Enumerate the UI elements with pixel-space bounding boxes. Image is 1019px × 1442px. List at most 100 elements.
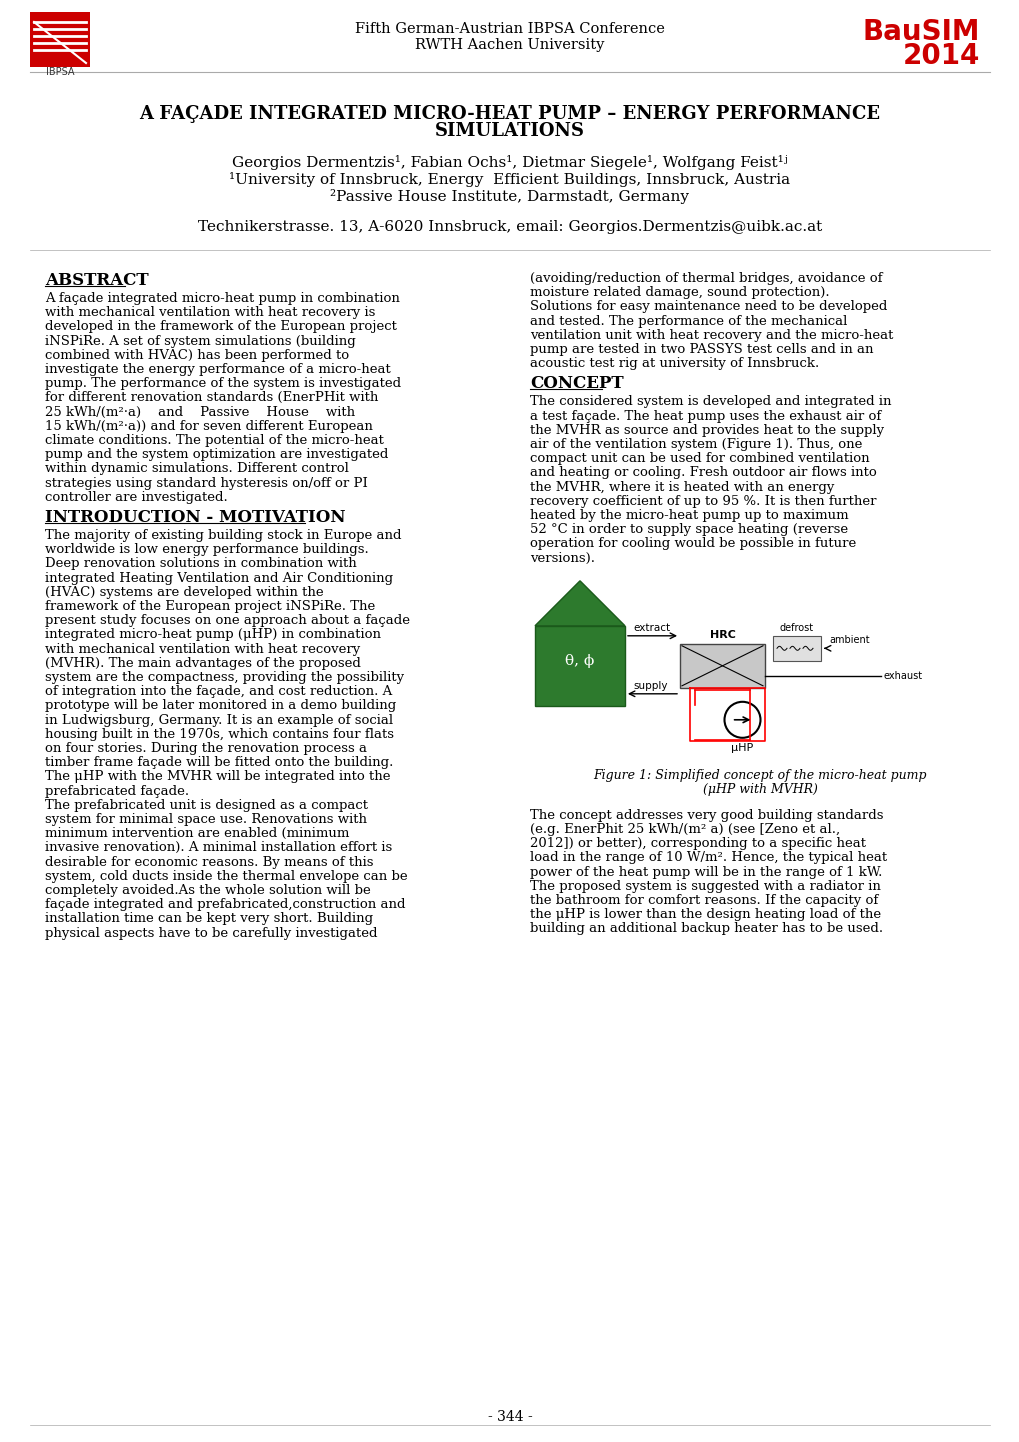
Text: the MVHR as source and provides heat to the supply: the MVHR as source and provides heat to … (530, 424, 883, 437)
Text: pump are tested in two PASSYS test cells and in an: pump are tested in two PASSYS test cells… (530, 343, 872, 356)
Text: RWTH Aachen University: RWTH Aachen University (415, 37, 604, 52)
Polygon shape (535, 581, 625, 626)
Text: (avoiding/reduction of thermal bridges, avoidance of: (avoiding/reduction of thermal bridges, … (530, 273, 881, 286)
Text: and heating or cooling. Fresh outdoor air flows into: and heating or cooling. Fresh outdoor ai… (530, 466, 876, 479)
Text: supply: supply (633, 681, 666, 691)
Text: IBPSA: IBPSA (46, 66, 74, 76)
Text: investigate the energy performance of a micro-heat: investigate the energy performance of a … (45, 363, 390, 376)
Text: acoustic test rig at university of Innsbruck.: acoustic test rig at university of Innsb… (530, 358, 818, 371)
Text: system are the compactness, providing the possibility: system are the compactness, providing th… (45, 671, 404, 684)
Text: defrost: defrost (780, 623, 813, 633)
Text: framework of the European project iNSPiRe. The: framework of the European project iNSPiR… (45, 600, 375, 613)
Text: iNSPiRe. A set of system simulations (building: iNSPiRe. A set of system simulations (bu… (45, 335, 356, 348)
Text: operation for cooling would be possible in future: operation for cooling would be possible … (530, 538, 855, 551)
Text: θ, ϕ: θ, ϕ (565, 653, 594, 668)
Text: Fifth German-Austrian IBPSA Conference: Fifth German-Austrian IBPSA Conference (355, 22, 664, 36)
Text: for different renovation standards (EnerPHit with: for different renovation standards (Ener… (45, 391, 378, 404)
Text: μHP: μHP (731, 743, 753, 753)
Text: (MVHR). The main advantages of the proposed: (MVHR). The main advantages of the propo… (45, 656, 361, 669)
Text: invasive renovation). A minimal installation effort is: invasive renovation). A minimal installa… (45, 841, 392, 855)
Text: minimum intervention are enabled (minimum: minimum intervention are enabled (minimu… (45, 828, 350, 841)
Text: within dynamic simulations. Different control: within dynamic simulations. Different co… (45, 463, 348, 476)
Text: - 344 -: - 344 - (487, 1410, 532, 1425)
Text: with mechanical ventilation with heat recovery is: with mechanical ventilation with heat re… (45, 306, 375, 319)
Text: (e.g. EnerPhit 25 kWh/(m² a) (see [Zeno et al.,: (e.g. EnerPhit 25 kWh/(m² a) (see [Zeno … (530, 823, 840, 836)
Text: BauSIM: BauSIM (862, 17, 979, 46)
Text: the μHP is lower than the design heating load of the: the μHP is lower than the design heating… (530, 908, 880, 921)
Text: building an additional backup heater has to be used.: building an additional backup heater has… (530, 923, 882, 936)
Text: The proposed system is suggested with a radiator in: The proposed system is suggested with a … (530, 880, 880, 893)
Text: 52 °C in order to supply space heating (reverse: 52 °C in order to supply space heating (… (530, 523, 847, 536)
Text: the MVHR, where it is heated with an energy: the MVHR, where it is heated with an ene… (530, 480, 834, 493)
Text: housing built in the 1970s, which contains four flats: housing built in the 1970s, which contai… (45, 728, 393, 741)
Text: Solutions for easy maintenance need to be developed: Solutions for easy maintenance need to b… (530, 300, 887, 313)
Text: pump and the system optimization are investigated: pump and the system optimization are inv… (45, 448, 388, 461)
Text: combined with HVAC) has been performed to: combined with HVAC) has been performed t… (45, 349, 348, 362)
Text: ambient: ambient (828, 636, 869, 646)
Text: of integration into the façade, and cost reduction. A: of integration into the façade, and cost… (45, 685, 392, 698)
Text: developed in the framework of the European project: developed in the framework of the Europe… (45, 320, 396, 333)
Text: in Ludwigsburg, Germany. It is an example of social: in Ludwigsburg, Germany. It is an exampl… (45, 714, 392, 727)
Text: SIMULATIONS: SIMULATIONS (434, 123, 585, 140)
Text: moisture related damage, sound protection).: moisture related damage, sound protectio… (530, 286, 828, 298)
Text: extract: extract (633, 623, 669, 633)
Text: and tested. The performance of the mechanical: and tested. The performance of the mecha… (530, 314, 847, 327)
Text: 2012]) or better), corresponding to a specific heat: 2012]) or better), corresponding to a sp… (530, 838, 865, 851)
Text: Figure 1: Simplified concept of the micro-heat pump: Figure 1: Simplified concept of the micr… (593, 769, 926, 782)
Text: The majority of existing building stock in Europe and: The majority of existing building stock … (45, 529, 401, 542)
Text: ventilation unit with heat recovery and the micro-heat: ventilation unit with heat recovery and … (530, 329, 893, 342)
Text: A façade integrated micro-heat pump in combination: A façade integrated micro-heat pump in c… (45, 291, 399, 306)
Text: HRC: HRC (709, 630, 735, 640)
Text: façade integrated and prefabricated,construction and: façade integrated and prefabricated,cons… (45, 898, 406, 911)
FancyBboxPatch shape (30, 12, 90, 66)
Text: power of the heat pump will be in the range of 1 kW.: power of the heat pump will be in the ra… (530, 865, 881, 878)
Text: desirable for economic reasons. By means of this: desirable for economic reasons. By means… (45, 855, 373, 868)
Text: INTRODUCTION - MOTIVATION: INTRODUCTION - MOTIVATION (45, 509, 345, 526)
Text: worldwide is low energy performance buildings.: worldwide is low energy performance buil… (45, 544, 369, 557)
Text: 25 kWh/(m²·a)    and    Passive    House    with: 25 kWh/(m²·a) and Passive House with (45, 405, 355, 418)
Text: 2014: 2014 (902, 42, 979, 71)
Text: present study focuses on one approach about a façade: present study focuses on one approach ab… (45, 614, 410, 627)
Text: timber frame façade will be fitted onto the building.: timber frame façade will be fitted onto … (45, 756, 393, 769)
Text: exhaust: exhaust (883, 671, 922, 681)
Text: heated by the micro-heat pump up to maximum: heated by the micro-heat pump up to maxi… (530, 509, 848, 522)
Text: (μHP with MVHR): (μHP with MVHR) (702, 783, 816, 796)
Text: on four stories. During the renovation process a: on four stories. During the renovation p… (45, 743, 367, 756)
Text: pump. The performance of the system is investigated: pump. The performance of the system is i… (45, 378, 400, 391)
Text: Technikerstrasse. 13, A-6020 Innsbruck, email: Georgios.Dermentzis@uibk.ac.at: Technikerstrasse. 13, A-6020 Innsbruck, … (198, 221, 821, 234)
Text: recovery coefficient of up to 95 %. It is then further: recovery coefficient of up to 95 %. It i… (530, 495, 875, 508)
Text: ¹University of Innsbruck, Energy  Efficient Buildings, Innsbruck, Austria: ¹University of Innsbruck, Energy Efficie… (229, 172, 790, 187)
Text: integrated Heating Ventilation and Air Conditioning: integrated Heating Ventilation and Air C… (45, 571, 392, 584)
Text: A FAÇADE INTEGRATED MICRO-HEAT PUMP – ENERGY PERFORMANCE: A FAÇADE INTEGRATED MICRO-HEAT PUMP – EN… (140, 105, 879, 123)
Text: system for minimal space use. Renovations with: system for minimal space use. Renovation… (45, 813, 367, 826)
Text: integrated micro-heat pump (μHP) in combination: integrated micro-heat pump (μHP) in comb… (45, 629, 381, 642)
Text: 15 kWh/(m²·a)) and for seven different European: 15 kWh/(m²·a)) and for seven different E… (45, 420, 373, 433)
Text: The concept addresses very good building standards: The concept addresses very good building… (530, 809, 882, 822)
Text: the bathroom for comfort reasons. If the capacity of: the bathroom for comfort reasons. If the… (530, 894, 877, 907)
Text: strategies using standard hysteresis on/off or PI: strategies using standard hysteresis on/… (45, 477, 368, 490)
Text: compact unit can be used for combined ventilation: compact unit can be used for combined ve… (530, 453, 869, 466)
Text: ²Passive House Institute, Darmstadt, Germany: ²Passive House Institute, Darmstadt, Ger… (330, 189, 689, 203)
Text: controller are investigated.: controller are investigated. (45, 490, 227, 503)
Text: prototype will be later monitored in a demo building: prototype will be later monitored in a d… (45, 699, 395, 712)
Text: ABSTRACT: ABSTRACT (45, 273, 149, 288)
Text: load in the range of 10 W/m². Hence, the typical heat: load in the range of 10 W/m². Hence, the… (530, 851, 887, 864)
Text: climate conditions. The potential of the micro-heat: climate conditions. The potential of the… (45, 434, 383, 447)
Text: physical aspects have to be carefully investigated: physical aspects have to be carefully in… (45, 927, 377, 940)
Text: a test façade. The heat pump uses the exhaust air of: a test façade. The heat pump uses the ex… (530, 410, 880, 423)
Text: completely avoided.As the whole solution will be: completely avoided.As the whole solution… (45, 884, 370, 897)
Text: installation time can be kept very short. Building: installation time can be kept very short… (45, 913, 373, 926)
Text: air of the ventilation system (Figure 1). Thus, one: air of the ventilation system (Figure 1)… (530, 438, 861, 451)
Text: CONCEPT: CONCEPT (530, 375, 623, 392)
Text: The prefabricated unit is designed as a compact: The prefabricated unit is designed as a … (45, 799, 368, 812)
Text: Deep renovation solutions in combination with: Deep renovation solutions in combination… (45, 558, 357, 571)
Text: The considered system is developed and integrated in: The considered system is developed and i… (530, 395, 891, 408)
Text: (HVAC) systems are developed within the: (HVAC) systems are developed within the (45, 585, 323, 598)
Text: with mechanical ventilation with heat recovery: with mechanical ventilation with heat re… (45, 643, 360, 656)
Text: Georgios Dermentzis¹, Fabian Ochs¹, Dietmar Siegele¹, Wolfgang Feist¹ʲ: Georgios Dermentzis¹, Fabian Ochs¹, Diet… (232, 154, 787, 170)
FancyBboxPatch shape (535, 626, 625, 705)
FancyBboxPatch shape (680, 643, 764, 688)
Text: system, cold ducts inside the thermal envelope can be: system, cold ducts inside the thermal en… (45, 870, 408, 883)
Text: versions).: versions). (530, 552, 594, 565)
Text: The μHP with the MVHR will be integrated into the: The μHP with the MVHR will be integrated… (45, 770, 390, 783)
